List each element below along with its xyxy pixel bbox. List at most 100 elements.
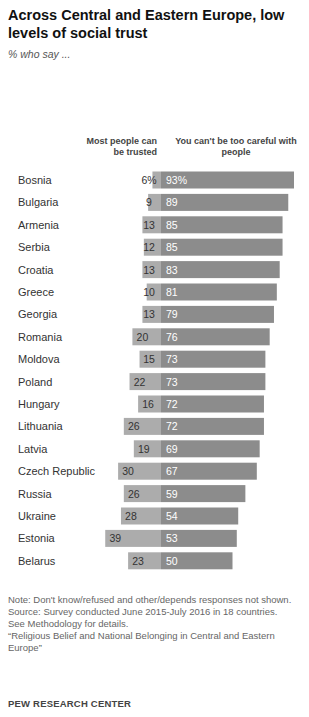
bar — [161, 172, 294, 189]
data-label: 13 — [143, 264, 155, 276]
data-label: 39 — [109, 532, 121, 544]
bar — [161, 440, 260, 457]
notes: Note: Don't know/refused and other/depen… — [8, 594, 300, 654]
data-label: 85 — [166, 241, 178, 253]
category-label: Romania — [18, 331, 63, 343]
data-label: 28 — [125, 510, 137, 522]
data-label: 54 — [166, 510, 178, 522]
chart: Bosnia 6% 93% Bulgaria 9 89 Armenia 13 85 Serbia 1… — [0, 0, 309, 717]
category-label: Bosnia — [18, 174, 53, 186]
data-label: 9 — [146, 196, 152, 208]
bar — [161, 351, 265, 368]
bar — [128, 552, 161, 569]
data-label: 53 — [166, 532, 178, 544]
category-label: Greece — [18, 286, 54, 298]
category-label: Ukraine — [18, 510, 56, 522]
note-line: “Religious Belief and National Belonging… — [8, 630, 300, 654]
bar — [161, 284, 277, 301]
note-line: Source: Survey conducted June 2015-July … — [8, 606, 300, 618]
data-label: 76 — [166, 331, 178, 343]
category-label: Lithuania — [18, 420, 64, 432]
data-label: 16 — [142, 398, 154, 410]
data-label: 10 — [143, 286, 155, 298]
data-label: 69 — [166, 443, 178, 455]
legend-header: Most people can be trusted — [79, 132, 157, 158]
bar — [161, 552, 233, 569]
category-label: Latvia — [18, 443, 48, 455]
bar — [142, 306, 161, 323]
bar — [134, 440, 161, 457]
category-label: Bulgaria — [18, 196, 59, 208]
bar — [121, 508, 161, 525]
data-label: 19 — [138, 443, 150, 455]
bar — [161, 463, 257, 480]
bar — [161, 239, 283, 256]
bar — [144, 239, 161, 256]
bar — [140, 351, 161, 368]
data-label: 72 — [166, 398, 178, 410]
bar — [161, 306, 274, 323]
data-label: 73 — [166, 353, 178, 365]
bar — [142, 261, 161, 278]
category-label: Croatia — [18, 264, 54, 276]
data-label: 79 — [166, 308, 178, 320]
bar — [118, 463, 161, 480]
note-line: Note: Don't know/refused and other/depen… — [8, 594, 300, 606]
labels: Bosnia 6% 93% Bulgaria 9 89 Armenia 13 85 Serbia 1… — [18, 174, 187, 567]
data-label: 83 — [166, 264, 178, 276]
bar — [124, 485, 161, 502]
category-label: Russia — [18, 488, 53, 500]
bar — [124, 418, 161, 435]
data-label: 26 — [128, 488, 140, 500]
data-label: 67 — [166, 465, 178, 477]
data-label: 85 — [166, 219, 178, 231]
data-label: 20 — [137, 331, 149, 343]
data-label: 12 — [143, 241, 155, 253]
legend-header: You can't be too careful with people — [166, 132, 306, 158]
bar — [161, 418, 264, 435]
bar — [161, 373, 265, 390]
data-label: 89 — [166, 196, 178, 208]
note-line: See Methodology for details. — [8, 618, 300, 630]
data-label: 72 — [166, 420, 178, 432]
bar — [161, 261, 280, 278]
credit: PEW RESEARCH CENTER — [8, 698, 131, 709]
bar — [161, 530, 237, 547]
category-label: Georgia — [18, 308, 58, 320]
category-label: Moldova — [18, 353, 60, 365]
bar — [138, 396, 161, 413]
category-label: Czech Republic — [18, 465, 96, 477]
data-label: 13 — [143, 219, 155, 231]
bar — [161, 508, 238, 525]
data-label: 6% — [141, 174, 156, 186]
data-label: 30 — [122, 465, 134, 477]
bar — [132, 328, 161, 345]
bar — [130, 373, 161, 390]
data-label: 13 — [143, 308, 155, 320]
category-label: Armenia — [18, 219, 60, 231]
bar — [161, 328, 270, 345]
category-label: Belarus — [18, 555, 56, 567]
bar — [161, 485, 245, 502]
bar — [142, 216, 161, 233]
bar — [161, 216, 283, 233]
bar — [105, 530, 161, 547]
category-label: Estonia — [18, 532, 56, 544]
category-label: Serbia — [18, 241, 51, 253]
title: Across Central and Eastern Europe, low l… — [8, 6, 304, 42]
category-label: Hungary — [18, 398, 60, 410]
category-label: Poland — [18, 376, 52, 388]
data-label: 50 — [166, 555, 178, 567]
bar — [161, 396, 264, 413]
data-label: 81 — [166, 286, 178, 298]
data-label: 59 — [166, 488, 178, 500]
bar — [161, 194, 288, 211]
data-label: 22 — [134, 376, 146, 388]
data-label: 15 — [143, 353, 155, 365]
data-label: 26 — [128, 420, 140, 432]
subtitle: % who say ... — [8, 48, 70, 60]
data-label: 73 — [166, 376, 178, 388]
data-label: 93% — [166, 174, 187, 186]
data-label: 23 — [132, 555, 144, 567]
bars — [105, 172, 294, 570]
